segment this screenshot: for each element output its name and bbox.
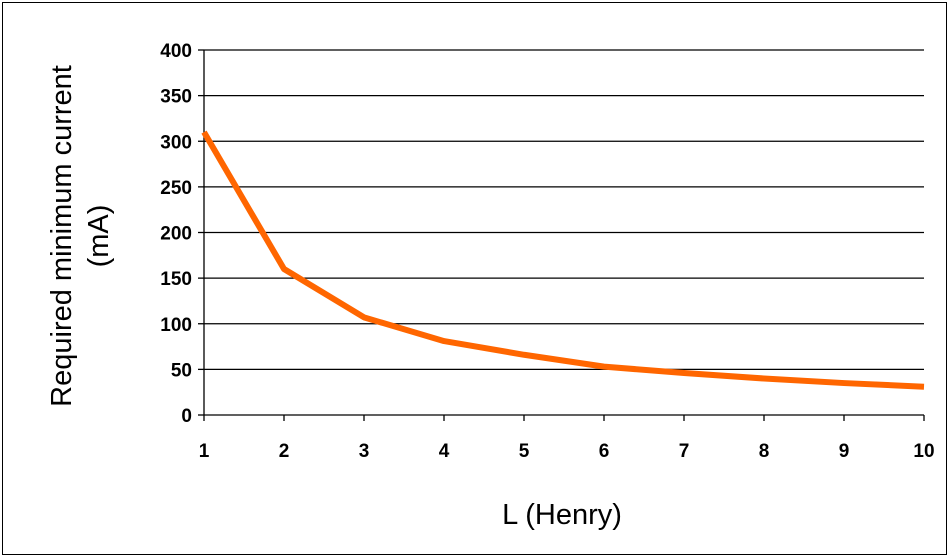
y-tick-label-300: 300 — [160, 132, 192, 153]
grid-lines — [204, 49, 924, 371]
x-tick-label-6: 6 — [599, 441, 610, 462]
y-axis-title: Required minimum current (mA) — [46, 65, 115, 407]
x-axis-title: L (Henry) — [502, 499, 622, 531]
y-tick-label-250: 250 — [160, 178, 192, 199]
y-tick-label-0: 0 — [181, 406, 192, 427]
y-tick-label-50: 50 — [171, 360, 192, 381]
y-tick-labels: 0 50 100 150 200 250 300 350 400 — [160, 41, 192, 427]
x-tick-label-9: 9 — [839, 441, 850, 462]
y-axis-title-line-1: Required minimum current — [46, 65, 78, 407]
x-tick-label-10: 10 — [913, 441, 934, 462]
x-tick-label-1: 1 — [199, 441, 210, 462]
x-tick-labels: 1 2 3 4 5 6 7 8 9 10 — [199, 441, 935, 462]
x-tick-label-8: 8 — [759, 441, 770, 462]
x-tick-label-3: 3 — [359, 441, 370, 462]
y-tick-label-100: 100 — [160, 315, 192, 336]
x-tick-label-5: 5 — [519, 441, 530, 462]
y-tick-label-200: 200 — [160, 224, 192, 245]
series — [201, 130, 925, 390]
y-axis-title-line-2: (mA) — [83, 205, 115, 268]
x-tick-label-7: 7 — [679, 441, 690, 462]
y-tick-label-400: 400 — [160, 41, 192, 62]
x-tick-label-4: 4 — [439, 441, 450, 462]
x-tick-label-2: 2 — [279, 441, 290, 462]
axes — [198, 49, 925, 421]
y-tick-label-350: 350 — [160, 87, 192, 108]
series-line-0 — [201, 130, 925, 390]
y-tick-label-150: 150 — [160, 269, 192, 290]
